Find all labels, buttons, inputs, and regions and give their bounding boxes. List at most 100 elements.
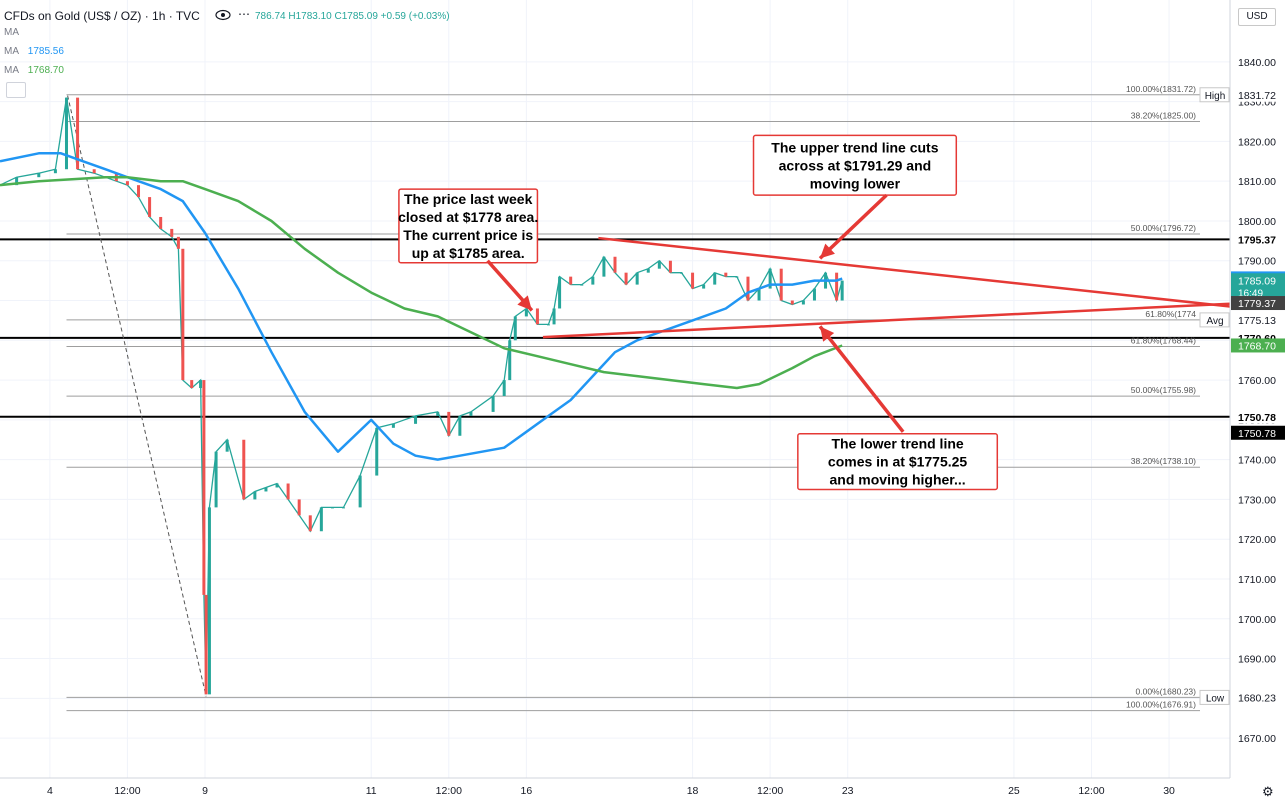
candle <box>297 499 301 516</box>
price-tick-label: 1700.00 <box>1238 614 1276 626</box>
ohlc-values: 786.74 H1783.10 C1785.09 +0.59 (+0.03%) <box>255 11 450 22</box>
annotation-text: The upper trend line cuts <box>771 139 938 155</box>
fib-level-label: 38.20%(1825.00) <box>1131 110 1196 120</box>
ma-legend-row[interactable]: MA 1785.56 <box>4 46 64 57</box>
candle <box>558 276 562 309</box>
time-axis: 4 12:00 9 11 12:00 16 18 12:00 23 25 12:00 30 <box>0 777 1230 806</box>
candle <box>64 97 68 170</box>
price-label-bg <box>1231 409 1285 424</box>
annotation-text: The price last week <box>404 191 533 207</box>
annotation-text: The lower trend line <box>831 436 963 452</box>
time-tick-label: 12:00 <box>114 785 140 797</box>
ma-legend-row[interactable]: MA 1768.70 <box>4 65 64 76</box>
candle <box>613 256 617 273</box>
price-label: 1775.13 <box>1238 315 1276 327</box>
more-options-icon[interactable]: ⋯ <box>238 7 250 21</box>
candle <box>447 411 451 436</box>
chart-grid <box>0 0 1230 778</box>
annotation-box <box>797 433 999 491</box>
currency-button[interactable]: USD <box>1238 8 1276 26</box>
candle <box>170 228 174 237</box>
price-label: 1680.23 <box>1238 692 1276 704</box>
candle <box>635 272 639 285</box>
candle <box>580 284 584 286</box>
dashed-projection-line <box>67 95 207 697</box>
price-tick-label: 1720.00 <box>1238 534 1276 546</box>
candle <box>535 308 539 325</box>
candle <box>812 288 816 301</box>
time-tick-label: 30 <box>1163 785 1175 797</box>
candle <box>53 169 57 174</box>
price-label-bg <box>1231 312 1285 327</box>
price-tick-label: 1670.00 <box>1238 733 1276 745</box>
candle <box>253 491 257 500</box>
annotation-arrow <box>818 325 905 433</box>
time-tick-label: 25 <box>1008 785 1020 797</box>
candle <box>330 507 334 509</box>
fib-level-label: 50.00%(1755.98) <box>1131 385 1196 395</box>
candle <box>569 276 573 285</box>
trend-lines <box>542 236 1231 339</box>
gear-icon[interactable]: ⚙ <box>1262 784 1274 799</box>
annotation-text: across at $1791.29 and <box>779 157 932 173</box>
candle <box>76 97 80 170</box>
annotation-text: moving lower <box>810 175 901 191</box>
annotation-box <box>752 134 958 196</box>
candle <box>199 380 203 389</box>
time-axis-bg <box>0 778 1230 806</box>
candle <box>691 272 695 289</box>
symbol-title[interactable]: CFDs on Gold (US$ / OZ) · 1h · TVC <box>4 9 200 23</box>
time-tick-label: 4 <box>47 785 53 797</box>
candle <box>181 248 185 381</box>
candle <box>204 594 208 695</box>
candle <box>286 483 290 500</box>
candle <box>458 415 462 436</box>
price-label: 1779.37 <box>1238 298 1276 310</box>
annotation-arrow <box>818 193 888 260</box>
candle <box>679 272 683 274</box>
candle <box>207 507 211 695</box>
annotation-text: and moving higher... <box>830 472 966 488</box>
candle <box>391 423 395 428</box>
price-tick-label: 1840.00 <box>1238 57 1276 69</box>
candle <box>547 324 551 326</box>
candle <box>148 197 152 217</box>
candle <box>801 300 805 305</box>
price-label-bg <box>1231 690 1285 705</box>
price-label-bg <box>1231 338 1285 353</box>
price-label-bg <box>1231 425 1285 440</box>
candle <box>591 276 595 285</box>
candle <box>242 439 246 500</box>
collapse-legend-button[interactable] <box>6 82 26 98</box>
annotation-arrowhead <box>517 295 532 311</box>
price-tag: Low <box>1206 693 1225 704</box>
price-label: 1795.37 <box>1238 234 1276 246</box>
candle <box>746 276 750 301</box>
candle <box>724 272 728 277</box>
candle <box>342 507 346 509</box>
candle <box>190 380 194 389</box>
fib-level-label: 50.00%(1796.72) <box>1131 223 1196 233</box>
price-label-bg <box>1231 296 1285 311</box>
candle <box>358 475 362 508</box>
ma-value: 1768.70 <box>27 65 64 76</box>
moving-average-line <box>0 175 843 390</box>
candle <box>768 268 772 289</box>
candle <box>757 288 761 301</box>
time-tick-label: 12:00 <box>757 785 783 797</box>
candle <box>159 216 163 229</box>
price-tick-label: 1690.00 <box>1238 654 1276 666</box>
candle <box>469 411 473 416</box>
annotation-text: closed at $1778 area. <box>398 209 538 225</box>
ma-label: MA <box>4 46 19 57</box>
price-tick-label: 1730.00 <box>1238 494 1276 506</box>
candle <box>602 256 606 277</box>
candle <box>790 300 794 305</box>
fib-level-label: 100.00%(1676.91) <box>1126 700 1196 710</box>
candle <box>508 340 512 381</box>
eye-icon[interactable] <box>215 9 231 21</box>
fib-level-label: 38.20%(1738.10) <box>1131 456 1196 466</box>
ma-legend-row[interactable]: MA <box>4 27 25 38</box>
price-label: 1831.72 <box>1238 90 1276 102</box>
